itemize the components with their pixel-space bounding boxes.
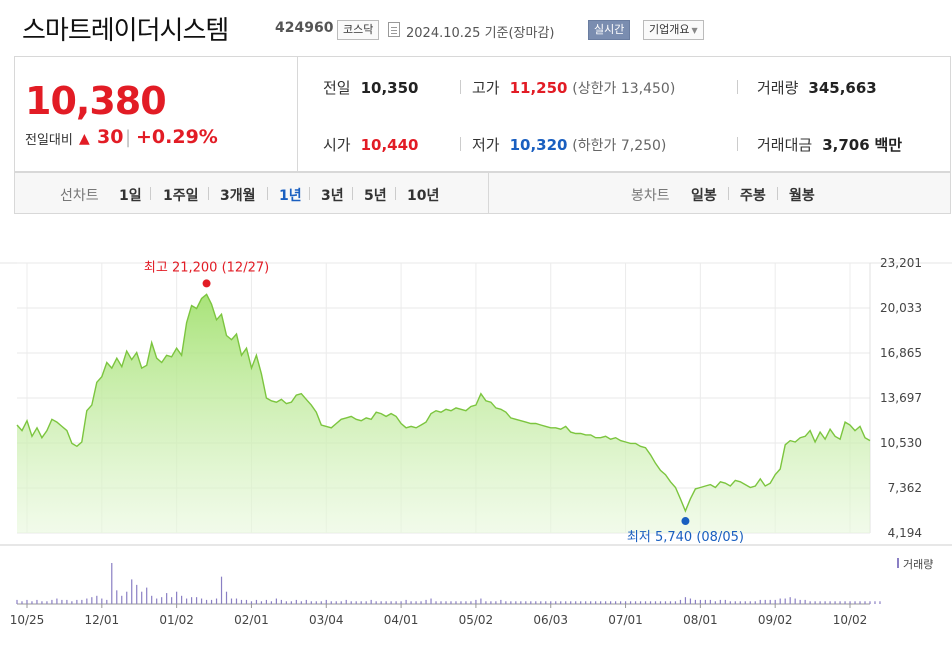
x-tick-label: 05/02 (459, 613, 494, 627)
open-price: 시가 10,440 (323, 134, 419, 155)
period-selector: 선차트 1일 1주일 3개월 1년 3년 5년 10년 봉차트 일봉 주봉 월봉 (14, 172, 951, 214)
high-value: 11,250 (509, 79, 568, 97)
volume-label: 거래량 (757, 79, 799, 97)
header: 스마트레이더시스템 424960 코스닥 2024.10.25 기준(장마감) … (0, 0, 952, 55)
lower-limit: (하한가 7,250) (572, 138, 667, 154)
x-tick-label: 06/03 (533, 613, 568, 627)
x-tick-label: 10/02 (833, 613, 868, 627)
period-divider (208, 187, 209, 200)
min-label: 최저 5,740 (08/05) (627, 530, 744, 545)
line-chart-label: 선차트 (60, 188, 99, 204)
company-info-label: 기업개요 (649, 23, 690, 36)
x-tick-label: 12/01 (85, 613, 120, 627)
period-3m[interactable]: 3개월 (220, 188, 256, 204)
trade-amount: 거래대금 3,706 백만 (757, 134, 902, 155)
period-section-divider (488, 173, 489, 213)
period-divider (777, 187, 778, 200)
quote-panel: 10,380 전일대비 ▲ 30 | +0.29% 전일 10,350 고가 11,… (14, 56, 951, 172)
period-1y[interactable]: 1년 (279, 188, 302, 204)
candle-chart-label: 봉차트 (631, 188, 670, 204)
stat-divider (460, 137, 461, 151)
y-tick-label: 16,865 (880, 346, 922, 360)
stock-code: 424960 (275, 20, 334, 36)
period-divider (309, 187, 310, 200)
stat-divider (737, 80, 738, 94)
low-value: 10,320 (509, 136, 568, 154)
period-1d[interactable]: 1일 (119, 188, 142, 204)
quote-divider (297, 57, 298, 171)
open-value: 10,440 (360, 136, 419, 154)
current-price: 10,380 (25, 79, 167, 123)
change-percent: +0.29% (136, 126, 218, 148)
x-tick-label: 04/01 (384, 613, 419, 627)
y-tick-label: 4,194 (888, 526, 922, 540)
stat-divider (460, 80, 461, 94)
high-price: 고가 11,250 (상한가 13,450) (472, 77, 675, 98)
volume: 거래량 345,663 (757, 77, 877, 98)
company-info-dropdown[interactable]: 기업개요 ▼ (643, 20, 704, 40)
up-triangle-icon: ▲ (79, 131, 90, 147)
period-divider (150, 187, 151, 200)
period-5y[interactable]: 5년 (364, 188, 387, 204)
chevron-down-icon: ▼ (691, 26, 698, 35)
change-divider: | (125, 127, 132, 148)
candle-weekly[interactable]: 주봉 (740, 188, 766, 204)
change-label: 전일대비 (25, 133, 73, 148)
x-tick-label: 10/25 (10, 613, 45, 627)
y-tick-label: 13,697 (880, 391, 922, 405)
prev-close-label: 전일 (323, 79, 351, 97)
amount-label: 거래대금 (757, 136, 813, 154)
price-area (17, 294, 870, 533)
x-tick-label: 07/01 (608, 613, 643, 627)
market-badge: 코스닥 (337, 20, 380, 40)
period-divider (395, 187, 396, 200)
price-chart: 23,201 20,033 16,865 13,697 10,530 7,362 4,194… (0, 256, 952, 627)
realtime-button[interactable]: 실시간 (588, 20, 631, 40)
prev-close-value: 10,350 (360, 79, 419, 97)
x-tick-label: 01/02 (159, 613, 194, 627)
period-divider (267, 187, 268, 200)
x-tick-label: 02/01 (234, 613, 269, 627)
y-tick-label: 10,530 (880, 436, 922, 450)
period-divider (352, 187, 353, 200)
open-label: 시가 (323, 136, 351, 154)
x-tick-label: 09/02 (758, 613, 793, 627)
volume-legend-swatch (897, 558, 899, 568)
y-tick-label: 20,033 (880, 301, 922, 315)
max-label: 최고 21,200 (12/27) (144, 260, 269, 275)
y-tick-label: 7,362 (888, 481, 922, 495)
change-value: 30 (97, 126, 124, 148)
stock-name: 스마트레이더시스템 (22, 16, 229, 46)
candle-daily[interactable]: 일봉 (691, 188, 717, 204)
quote-date: 2024.10.25 기준(장마감) (406, 26, 555, 41)
x-tick-label: 03/04 (309, 613, 344, 627)
period-1w[interactable]: 1주일 (163, 188, 199, 204)
prev-close: 전일 10,350 (323, 77, 419, 98)
amount-unit: 백만 (874, 136, 903, 154)
low-price: 저가 10,320 (하한가 7,250) (472, 134, 666, 155)
min-point (681, 517, 690, 526)
document-icon (388, 22, 400, 37)
x-tick-label: 08/01 (683, 613, 718, 627)
high-label: 고가 (472, 79, 500, 97)
low-label: 저가 (472, 136, 500, 154)
volume-legend-label: 거래량 (903, 558, 933, 571)
y-tick-label: 23,201 (880, 256, 922, 270)
price-line (16, 293, 871, 513)
period-divider (728, 187, 729, 200)
max-point (202, 279, 211, 288)
upper-limit: (상한가 13,450) (572, 81, 676, 97)
period-10y[interactable]: 10년 (407, 188, 440, 204)
volume-value: 345,663 (808, 79, 877, 97)
candle-monthly[interactable]: 월봉 (789, 188, 815, 204)
period-3y[interactable]: 3년 (321, 188, 344, 204)
stat-divider (737, 137, 738, 151)
amount-value: 3,706 (822, 136, 870, 154)
